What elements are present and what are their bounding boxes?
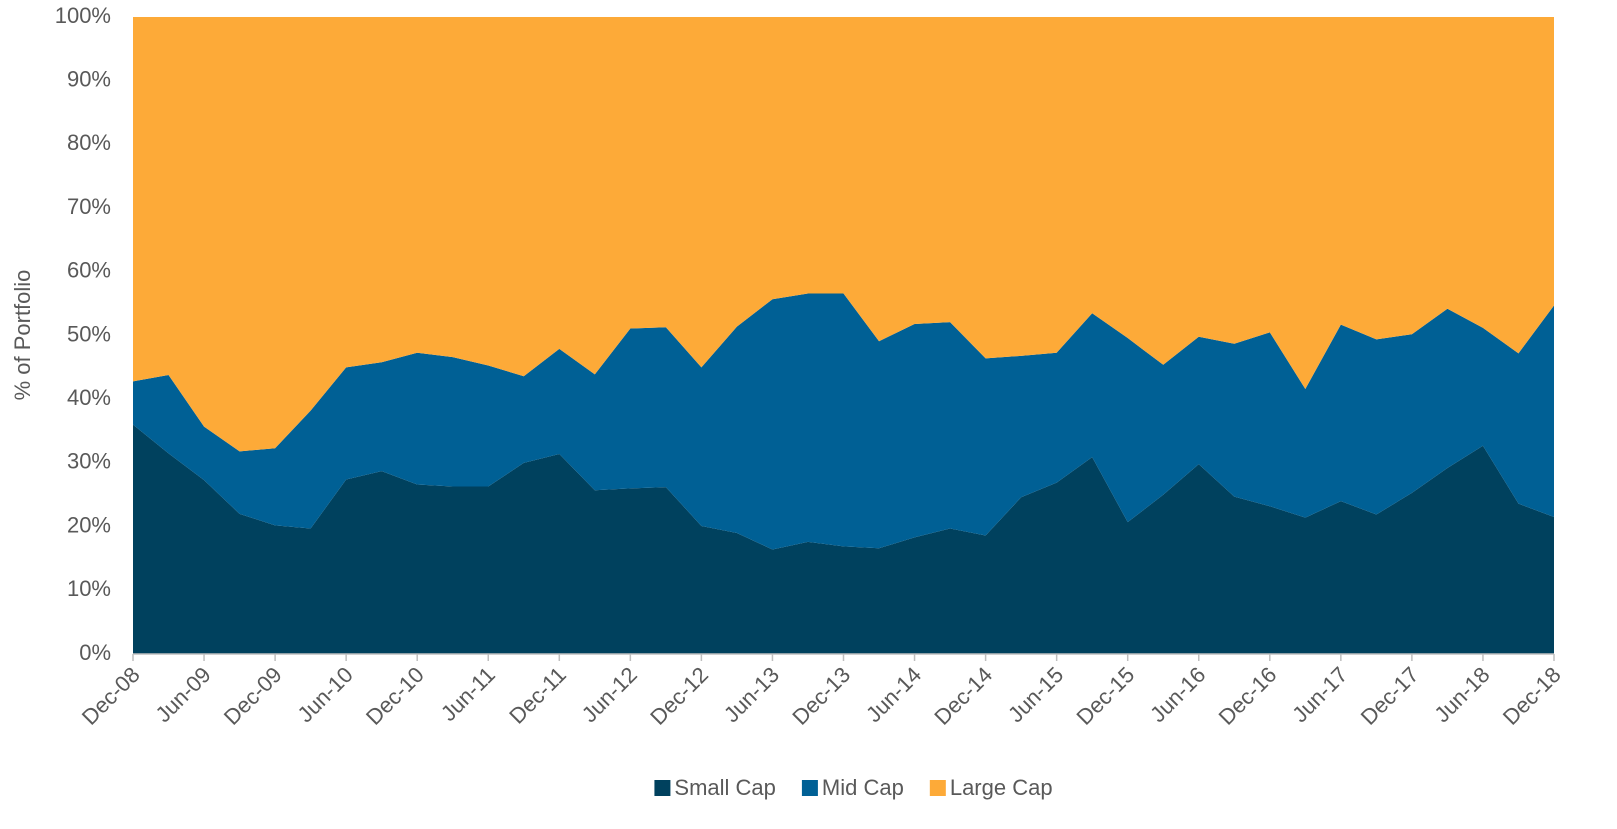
y-tick-label: 80% bbox=[67, 130, 111, 155]
legend-swatch bbox=[654, 780, 671, 796]
x-tick-label: Dec-12 bbox=[645, 662, 713, 730]
y-tick-label: 60% bbox=[67, 258, 111, 283]
y-tick-label: 20% bbox=[67, 512, 111, 537]
x-tick-label: Jun-18 bbox=[1429, 662, 1494, 727]
legend-swatch bbox=[801, 780, 818, 796]
x-tick-label: Dec-09 bbox=[219, 662, 287, 730]
x-tick-label: Dec-08 bbox=[77, 662, 145, 730]
x-tick-label: Jun-16 bbox=[1145, 662, 1210, 727]
x-tick-label: Dec-11 bbox=[504, 662, 571, 729]
y-tick-label: 70% bbox=[67, 194, 111, 219]
x-tick-label: Dec-14 bbox=[929, 662, 997, 730]
x-tick-label: Jun-11 bbox=[436, 662, 500, 726]
x-tick-label: Jun-17 bbox=[1287, 662, 1352, 727]
x-tick-label: Jun-09 bbox=[150, 662, 215, 727]
area bbox=[133, 17, 1554, 452]
y-tick-label: 10% bbox=[67, 576, 111, 601]
y-tick-label: 30% bbox=[67, 449, 111, 474]
x-tick-label: Dec-17 bbox=[1356, 662, 1424, 730]
legend: Small Cap Mid Cap Large Cap bbox=[654, 775, 1053, 800]
legend-label: Small Cap bbox=[674, 775, 775, 800]
x-tick-label: Jun-13 bbox=[719, 662, 784, 727]
y-tick-label: 90% bbox=[67, 67, 111, 92]
legend-swatch bbox=[929, 780, 946, 796]
y-tick-label: 40% bbox=[67, 385, 111, 410]
y-tick-label: 0% bbox=[79, 640, 111, 665]
area bbox=[133, 424, 1554, 654]
y-tick-label: 50% bbox=[67, 321, 111, 346]
y-axis-label: % of Portfolio bbox=[10, 270, 35, 401]
x-tick-label: Jun-14 bbox=[861, 662, 926, 727]
x-tick-label: Jun-10 bbox=[293, 662, 358, 727]
x-tick-label: Dec-15 bbox=[1072, 662, 1140, 730]
x-tick-label: Dec-10 bbox=[361, 662, 429, 730]
x-tick-label: Dec-16 bbox=[1214, 662, 1282, 730]
y-tick-label: 100% bbox=[55, 3, 111, 28]
x-tick-label: Jun-15 bbox=[1003, 662, 1068, 727]
x-tick-label: Jun-12 bbox=[577, 662, 642, 727]
legend-label: Mid Cap bbox=[822, 775, 904, 800]
legend-label: Large Cap bbox=[950, 775, 1053, 800]
area bbox=[133, 293, 1554, 550]
x-tick-label: Dec-13 bbox=[787, 662, 855, 730]
x-tick-label: Dec-18 bbox=[1498, 662, 1566, 730]
